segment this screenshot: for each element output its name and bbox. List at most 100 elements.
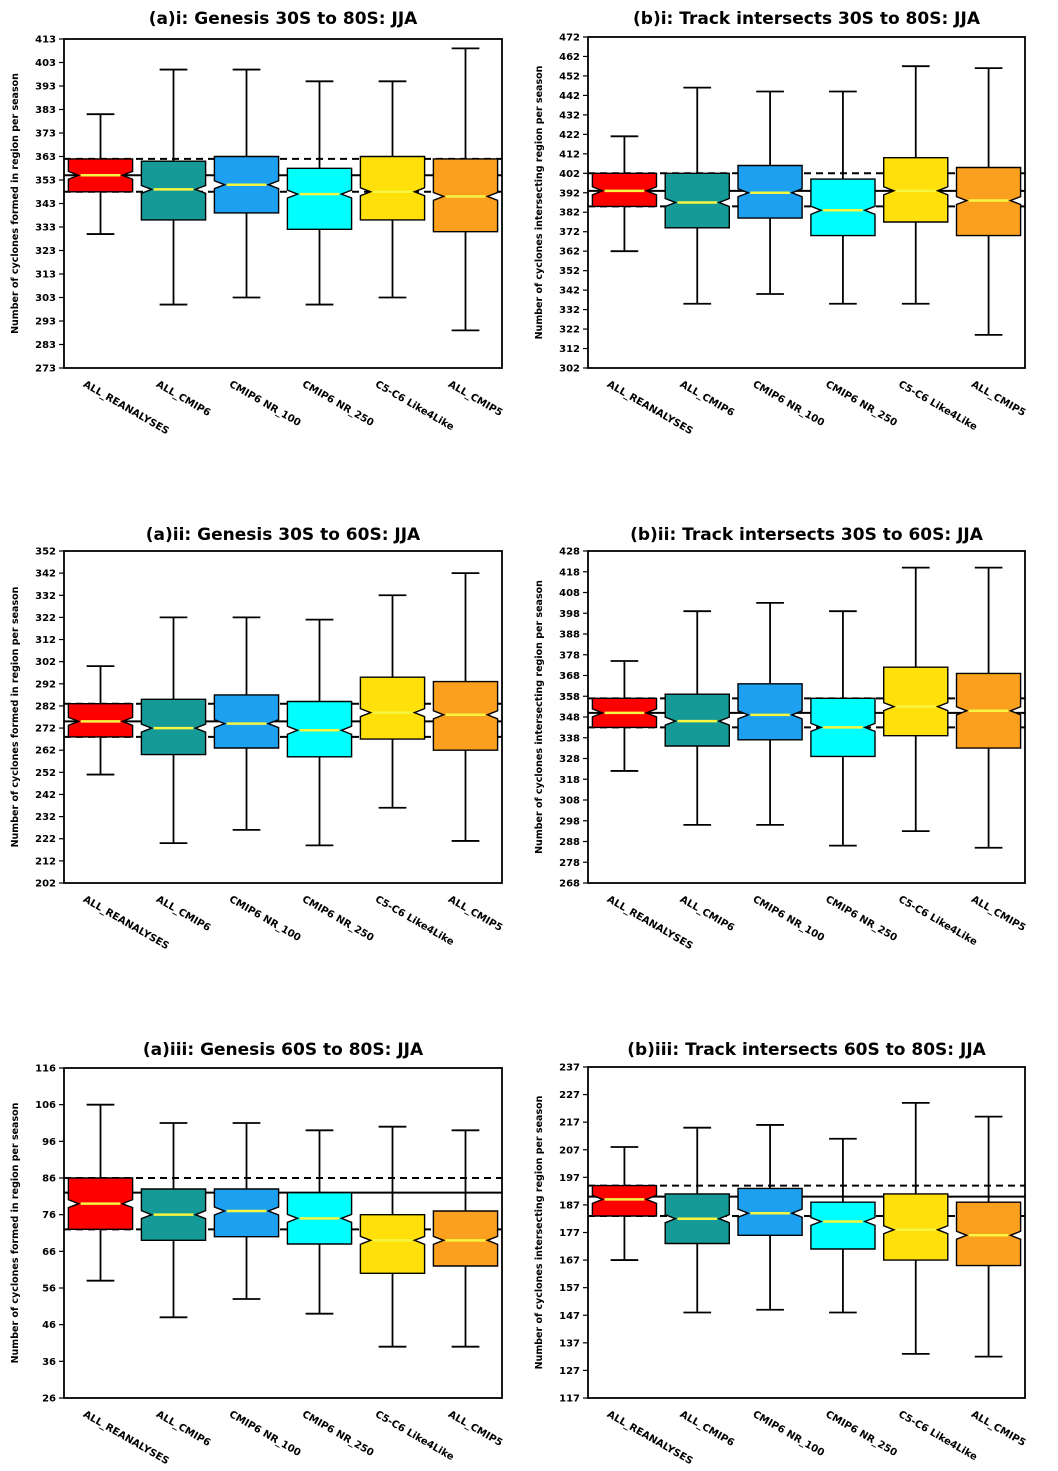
x-tick-label: CMIP6 NR_100: [227, 379, 302, 429]
x-tick-label: C5-C6 Like4Like: [896, 1409, 979, 1463]
box-1: [591, 1146, 658, 1261]
y-tick-label: 312: [35, 635, 56, 646]
y-tick-label: 383: [35, 105, 56, 116]
y-tick-label: 388: [559, 630, 580, 641]
y-tick-label: 26: [42, 1394, 56, 1405]
x-tick-label: C5-C6 Like4Like: [896, 894, 979, 948]
y-tick-label: 312: [559, 344, 580, 355]
x-tick-label: CMIP6 NR_250: [823, 379, 898, 429]
y-tick-label: 322: [559, 325, 580, 336]
notched-box: [883, 666, 949, 737]
notched-box: [591, 1184, 658, 1217]
y-tick-label: 262: [35, 746, 56, 757]
y-tick-label: 352: [35, 547, 56, 558]
x-tick-label: ALL_CMIP5: [969, 1409, 1027, 1449]
box-5: [359, 594, 426, 809]
y-tick-label: 212: [35, 856, 56, 867]
y-tick-label: 288: [559, 837, 580, 848]
x-tick-label: ALL_CMIP5: [969, 894, 1027, 934]
y-tick-label: 46: [42, 1320, 56, 1331]
plot-frame: [587, 550, 1026, 884]
box-3: [213, 616, 280, 831]
y-tick-label: 227: [559, 1090, 580, 1101]
box-5: [883, 65, 949, 305]
y-tick-label: 117: [559, 1394, 580, 1405]
y-tick-label: 472: [559, 33, 580, 44]
y-tick-label: 432: [559, 110, 580, 121]
y-tick-label: 342: [559, 286, 580, 297]
y-tick-label: 368: [559, 671, 580, 682]
notched-box: [664, 172, 730, 229]
y-tick-label: 137: [559, 1338, 580, 1349]
chart-panel-1: (a)i: Genesis 30S to 80S: JJA Number of c…: [10, 9, 504, 437]
y-tick-label: 348: [559, 713, 580, 724]
notched-box: [359, 155, 426, 221]
box-6: [955, 566, 1022, 849]
y-tick-label: 372: [559, 227, 580, 238]
x-tick-label: C5-C6 Like4Like: [373, 379, 456, 433]
x-tick-label: ALL_CMIP6: [678, 379, 736, 419]
y-tick-label: 282: [35, 701, 56, 712]
y-tick-label: 393: [35, 82, 56, 93]
box-2: [140, 1122, 207, 1319]
notched-box: [213, 694, 280, 749]
y-tick-label: 428: [559, 547, 580, 558]
y-tick-label: 242: [35, 790, 56, 801]
box-6: [432, 572, 499, 842]
box-2: [664, 86, 730, 305]
y-tick-label: 358: [559, 692, 580, 703]
y-tick-label: 392: [559, 188, 580, 199]
box-4: [286, 80, 353, 306]
y-tick-label: 207: [559, 1145, 580, 1156]
plot-frame: [63, 38, 503, 369]
y-tick-label: 322: [35, 613, 56, 624]
y-tick-label: 338: [559, 733, 580, 744]
y-tick-label: 272: [35, 724, 56, 735]
box-1: [67, 1103, 134, 1282]
y-axis-label: Number of cyclones formed in region per …: [10, 73, 21, 334]
y-tick-label: 66: [42, 1247, 56, 1258]
y-tick-label: 332: [35, 591, 56, 602]
y-tick-label: 343: [35, 199, 56, 210]
y-axis-label: Number of cyclones formed in region per …: [10, 1102, 21, 1363]
notched-box: [810, 178, 876, 237]
notched-box: [213, 1188, 280, 1238]
plot-frame: [63, 550, 503, 884]
y-tick-label: 157: [559, 1283, 580, 1294]
y-tick-label: 402: [559, 169, 580, 180]
box-6: [955, 67, 1022, 336]
y-tick-label: 422: [559, 130, 580, 141]
panel-title: (b)i: Track intersects 30S to 80S: JJA: [633, 9, 981, 29]
y-tick-label: 127: [559, 1366, 580, 1377]
chart-panel-4: (b)ii: Track intersects 30S to 60S: JJA N…: [534, 525, 1027, 952]
x-tick-label: CMIP6 NR_250: [300, 379, 375, 429]
x-tick-label: CMIP6 NR_250: [823, 894, 898, 944]
y-tick-label: 187: [559, 1200, 580, 1211]
y-tick-label: 106: [35, 1100, 56, 1111]
y-tick-label: 342: [35, 569, 56, 580]
box-5: [883, 566, 949, 833]
x-tick-label: CMIP6 NR_100: [751, 1409, 826, 1459]
box-3: [737, 1124, 803, 1311]
panel-title: (a)i: Genesis 30S to 80S: JJA: [149, 9, 418, 29]
notched-box: [810, 1201, 876, 1250]
y-tick-label: 202: [35, 879, 56, 890]
y-tick-label: 332: [559, 305, 580, 316]
notched-box: [359, 676, 426, 740]
panel-title: (b)ii: Track intersects 30S to 60S: JJA: [630, 525, 984, 545]
box-1: [591, 660, 658, 772]
y-tick-label: 363: [35, 152, 56, 163]
y-tick-label: 232: [35, 812, 56, 823]
y-tick-label: 96: [42, 1137, 56, 1148]
box-5: [359, 80, 426, 299]
y-tick-label: 412: [559, 149, 580, 160]
notched-box: [432, 1210, 499, 1267]
box-6: [432, 1129, 499, 1348]
box-3: [737, 90, 803, 295]
box-4: [810, 1137, 876, 1314]
chart-panel-6: (b)iii: Track intersects 60S to 80S: JJA…: [534, 1040, 1027, 1467]
y-tick-label: 197: [559, 1173, 580, 1184]
y-tick-label: 362: [559, 247, 580, 258]
y-tick-label: 353: [35, 176, 56, 187]
plot-frame: [587, 1066, 1026, 1399]
